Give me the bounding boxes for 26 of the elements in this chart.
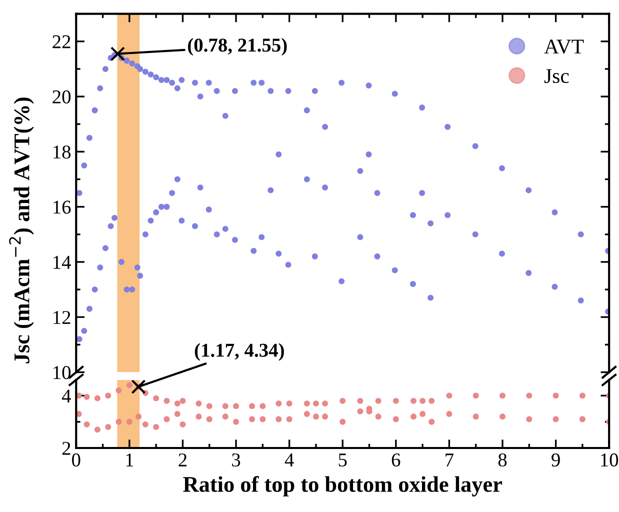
y-tick-label: 22: [52, 35, 70, 48]
x-tick-label: 10: [601, 453, 618, 467]
x-tick-label: 9: [552, 453, 560, 467]
annotation: (1.17, 4.34): [194, 343, 284, 361]
y-axis-title: Jsc (mAcm$^{−2}$) and AVT(%): [9, 98, 34, 364]
x-tick-label: 5: [338, 454, 347, 467]
x-tick-label: 6: [392, 453, 400, 467]
y-tick-label: 16: [54, 200, 71, 214]
y-tick-label: 20: [52, 90, 71, 104]
y-tick-label: 10: [54, 366, 71, 380]
x-axis-title: Ratio of top to bottom oxide layer: [183, 476, 502, 496]
x-tick-label: 0: [72, 453, 80, 467]
x-tick-label: 1: [126, 454, 134, 466]
y-tick-label: 12: [54, 310, 70, 324]
y-tick-label: 14: [54, 256, 71, 269]
x-tick-label: 2: [178, 453, 187, 466]
annotation: (0.78, 21.55): [188, 38, 287, 56]
x-tick-label: 8: [498, 453, 507, 467]
x-tick-label: 7: [446, 454, 454, 466]
y-tick-label: 18: [54, 145, 71, 159]
x-tick-label: 3: [232, 453, 240, 467]
legend-label: Jsc: [544, 69, 569, 84]
legend-label: AVT: [544, 40, 584, 54]
y-tick-label: 2: [62, 442, 70, 455]
x-tick-label: 4: [284, 454, 294, 466]
y-tick-label: 4: [62, 390, 71, 402]
